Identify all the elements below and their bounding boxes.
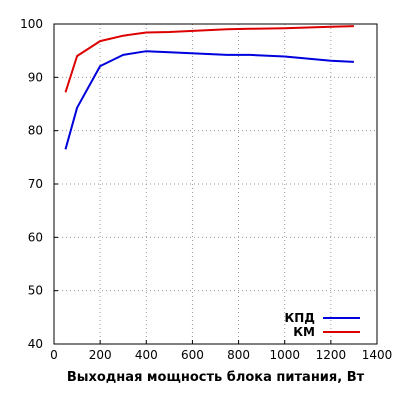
x-tick-label-7: 1400 <box>362 348 393 362</box>
y-tick-label-4: 80 <box>28 124 43 138</box>
x-tick-label-0: 0 <box>50 348 58 362</box>
x-tick-label-5: 1000 <box>269 348 300 362</box>
x-tick-label-6: 1200 <box>316 348 347 362</box>
series-line-1 <box>64 25 354 93</box>
x-tick-label-2: 400 <box>135 348 158 362</box>
ticks: 0 200 400 600 800 1000 1200 1400 40 50 60 70 80 90 100 <box>20 17 392 362</box>
series-line-0 <box>64 50 354 150</box>
y-tick-label-3: 70 <box>28 177 43 191</box>
series-lines <box>64 25 354 150</box>
x-tick-label-4: 800 <box>227 348 250 362</box>
grid <box>54 24 377 344</box>
legend-label-0: КПД <box>284 311 315 325</box>
y-tick-label-2: 60 <box>28 230 43 244</box>
y-tick-label-6: 100 <box>20 17 43 31</box>
x-tick-label-1: 200 <box>89 348 112 362</box>
x-tick-label-3: 600 <box>181 348 204 362</box>
x-axis-title: Выходная мощность блока питания, Вт <box>67 370 365 385</box>
y-tick-label-0: 40 <box>28 337 43 351</box>
legend-label-1: КМ <box>293 325 315 339</box>
y-tick-label-1: 50 <box>28 284 43 298</box>
y-tick-label-5: 90 <box>28 70 43 84</box>
